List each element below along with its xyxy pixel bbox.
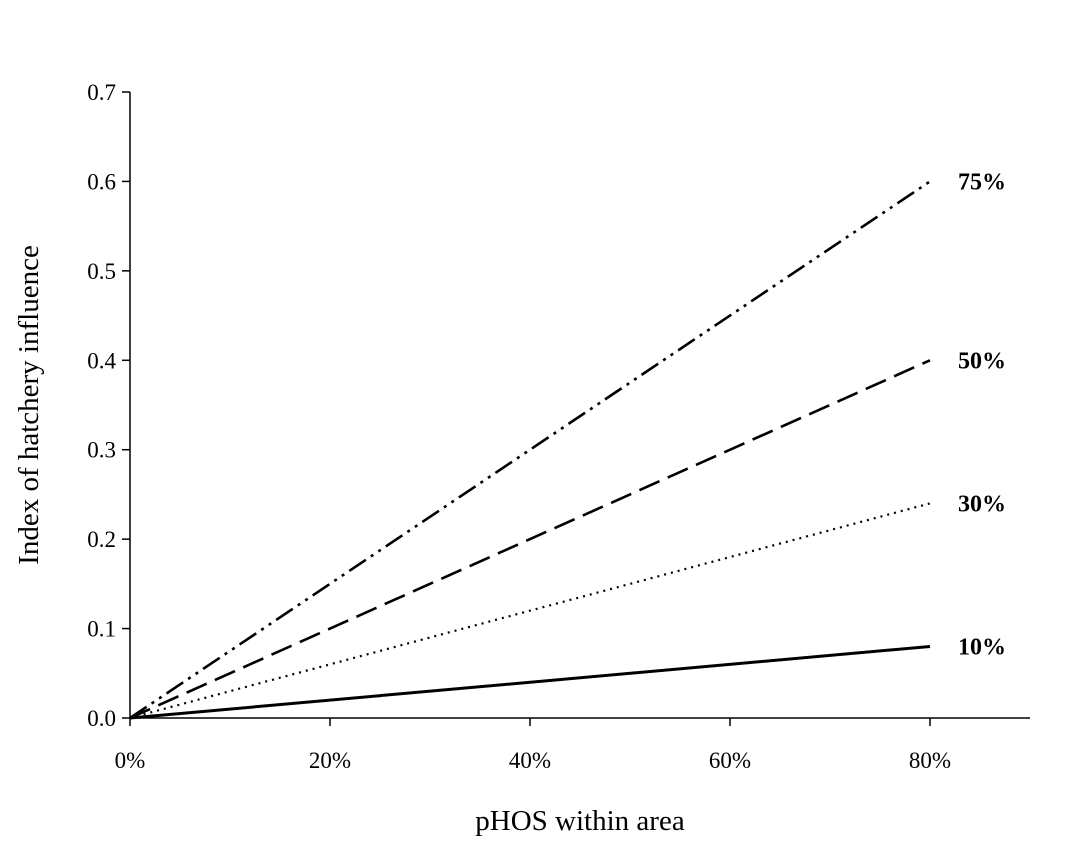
y-tick-label: 0.2	[87, 527, 116, 552]
series-lines	[129, 180, 931, 720]
series-line-50pct	[129, 359, 931, 720]
x-tick-label: 40%	[509, 748, 551, 773]
series-line-75pct	[129, 180, 931, 720]
y-tick-label: 0.3	[87, 438, 116, 463]
y-tick-label: 0.4	[87, 348, 116, 373]
axes	[129, 92, 1030, 719]
x-tick-label: 80%	[909, 748, 951, 773]
y-tick-label: 0.7	[87, 80, 116, 105]
y-tick-label: 0.0	[87, 706, 116, 731]
series-labels: 10% 30% 50% 75%	[958, 169, 1006, 660]
y-tick-label: 0.6	[87, 169, 116, 194]
series-label: 10%	[958, 634, 1006, 660]
x-ticks: 0% 20% 40% 60% 80%	[115, 718, 951, 773]
y-axis-title: Index of hatchery influence	[13, 245, 45, 565]
series-label: 30%	[958, 491, 1006, 517]
series-line-10pct	[129, 644, 931, 720]
series-label: 50%	[958, 348, 1006, 374]
x-tick-label: 20%	[309, 748, 351, 773]
series-line-30pct	[129, 502, 931, 720]
x-axis-title: pHOS within area	[475, 805, 685, 837]
x-tick-label: 0%	[115, 748, 146, 773]
y-tick-label: 0.1	[87, 617, 116, 642]
y-tick-label: 0.5	[87, 259, 116, 284]
x-tick-label: 60%	[709, 748, 751, 773]
series-label: 75%	[958, 169, 1006, 195]
y-ticks: 0.0 0.1 0.2 0.3 0.4 0.5 0.6 0.7	[87, 80, 130, 731]
